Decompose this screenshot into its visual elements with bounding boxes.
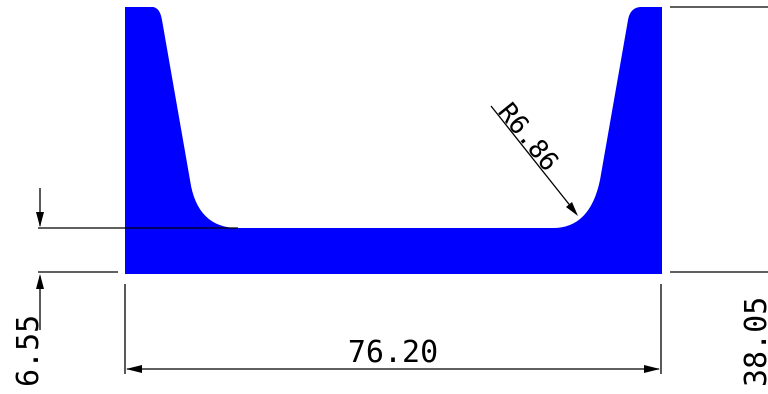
base-thickness-label: 6.55 [11,315,46,387]
width-left-arrowhead [126,365,142,373]
radius-leader-line [490,105,577,214]
radius-label: R6.86 [492,98,565,178]
height-label: 38.05 [739,297,768,387]
base-thickness-lower-arrowhead [36,274,44,289]
radius-arrowhead [566,202,578,216]
base-thickness-upper-arrowhead [36,212,44,227]
channel-profile [125,7,662,274]
width-right-arrowhead [644,365,660,373]
width-label: 76.20 [348,335,438,370]
